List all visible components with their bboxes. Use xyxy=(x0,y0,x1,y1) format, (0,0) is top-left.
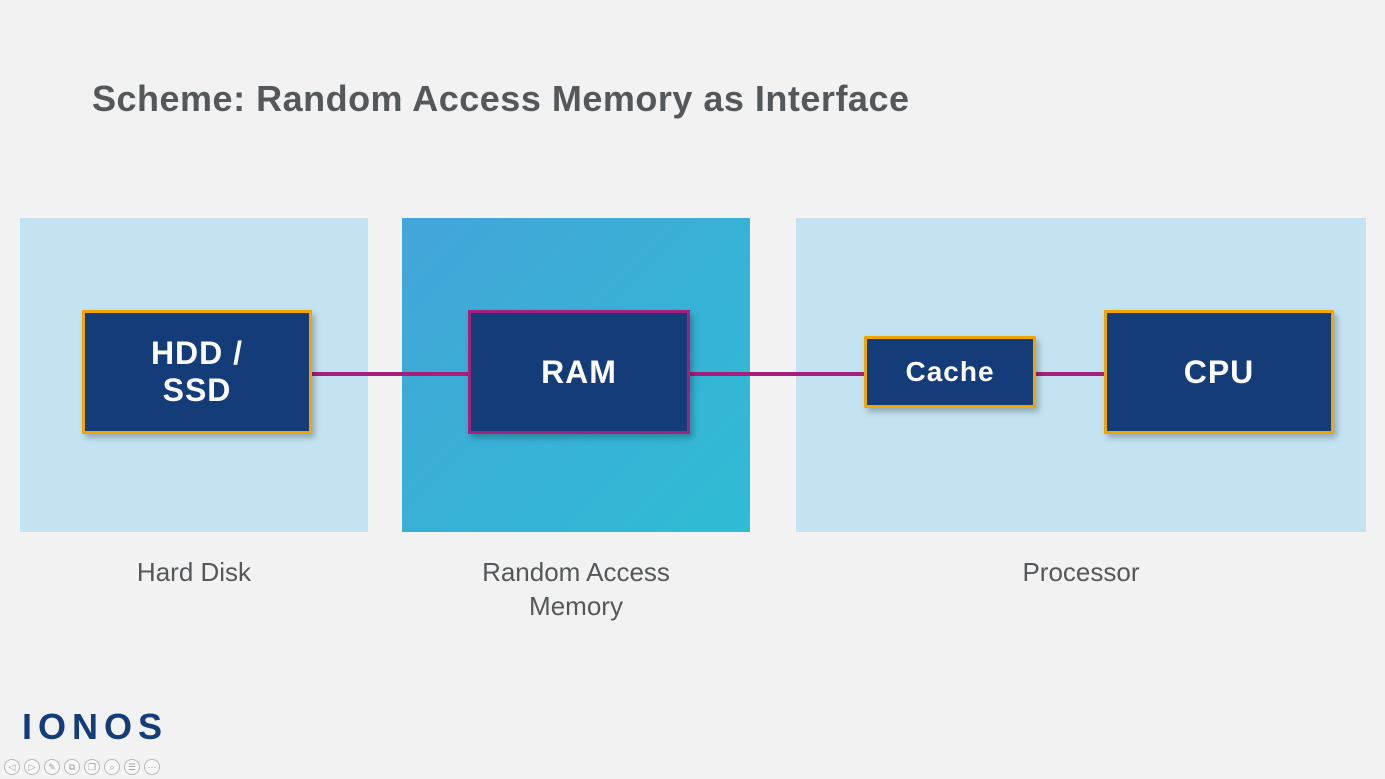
prev-icon[interactable]: ◁ xyxy=(4,759,20,775)
ram-caption: Random Access Memory xyxy=(402,556,750,624)
cache-node: Cache xyxy=(864,336,1036,408)
hard-disk-caption: Hard Disk xyxy=(20,556,368,590)
zoom-icon[interactable]: ⌕ xyxy=(104,759,120,775)
copy-icon[interactable]: ❐ xyxy=(84,759,100,775)
ram-node: RAM xyxy=(468,310,690,434)
pen-icon[interactable]: ✎ xyxy=(44,759,60,775)
diagram-title: Scheme: Random Access Memory as Interfac… xyxy=(92,78,910,120)
screen-icon[interactable]: ⧉ xyxy=(64,759,80,775)
processor-caption: Processor xyxy=(796,556,1366,590)
menu-icon[interactable]: ☰ xyxy=(124,759,140,775)
more-icon[interactable]: ⋯ xyxy=(144,759,160,775)
ionos-logo: IONOS xyxy=(22,706,168,748)
cache-node-label: Cache xyxy=(905,356,994,388)
ram-node-label: RAM xyxy=(541,354,617,391)
hdd-node: HDD / SSD xyxy=(82,310,312,434)
cpu-node: CPU xyxy=(1104,310,1334,434)
viewer-toolbar: ◁ ▷ ✎ ⧉ ❐ ⌕ ☰ ⋯ xyxy=(4,759,160,775)
cpu-node-label: CPU xyxy=(1184,354,1255,391)
connector-cache-to-cpu xyxy=(1034,372,1106,376)
connector-ram-to-cache xyxy=(688,372,866,376)
next-icon[interactable]: ▷ xyxy=(24,759,40,775)
hdd-node-label: HDD / SSD xyxy=(151,335,243,409)
connector-hdd-to-ram xyxy=(310,372,470,376)
